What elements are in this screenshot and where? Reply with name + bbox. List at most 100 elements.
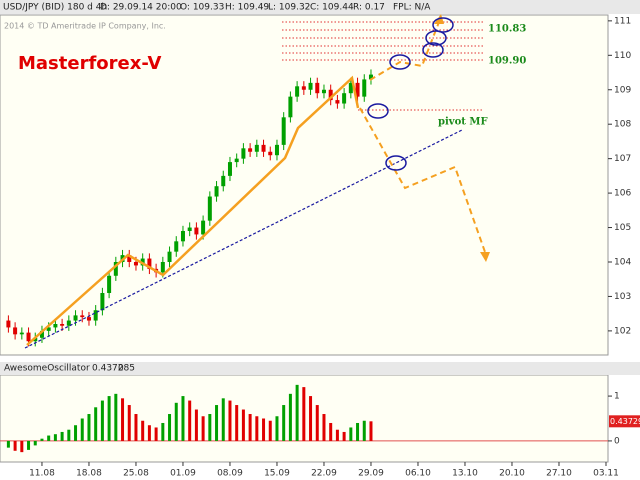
candle-body: [39, 330, 44, 338]
x-tick-label: 22.09: [311, 469, 337, 479]
bar: [161, 422, 165, 441]
fpl: FPL: N/A: [393, 3, 431, 13]
bar: [134, 414, 138, 441]
bar: [302, 387, 306, 441]
bar: [235, 405, 239, 441]
candle-body: [113, 261, 118, 276]
bar: [20, 440, 24, 453]
x-tick-label: 29.09: [358, 469, 384, 479]
bar: [309, 396, 313, 441]
bar: [362, 420, 366, 441]
bar: [40, 438, 44, 441]
y-tick-label: 102: [614, 326, 631, 336]
candle-body: [73, 315, 78, 321]
candle-body: [308, 82, 313, 90]
x-tick-label: 27.10: [546, 469, 572, 479]
low: L: 109.32: [268, 3, 310, 13]
candle-body: [254, 144, 259, 152]
bar: [369, 421, 373, 441]
candle-body: [268, 151, 273, 156]
bar: [154, 427, 158, 441]
plot: 102 103 104 105 106 107 108 109 110 111 0 1 0.43729 1…: [0, 16, 640, 479]
copyright: 2014 © TD Ameritrade IP Company, Inc.: [4, 22, 166, 31]
x-tick-label: 18.08: [76, 469, 102, 479]
candle-body: [261, 144, 266, 152]
y-tick-label: 103: [614, 292, 631, 302]
value-marker-label: 0.43729: [610, 417, 640, 426]
candle-body: [342, 93, 347, 104]
candle-body: [281, 117, 286, 145]
bar: [295, 384, 299, 441]
candle-body: [66, 320, 71, 326]
y-tick-label: 110: [614, 51, 631, 61]
candle-body: [93, 310, 98, 321]
candle-body: [248, 148, 253, 152]
candle-body: [6, 320, 11, 328]
bar: [60, 431, 64, 441]
candle-body: [227, 162, 232, 176]
candle-body: [288, 96, 293, 118]
header: USD/JPY (BID) 180 d 4h D: 29.09.14 20:00…: [3, 3, 431, 13]
candle-body: [221, 175, 226, 187]
bar: [188, 400, 192, 441]
bar: [6, 440, 10, 448]
bar: [322, 414, 326, 441]
bar: [275, 416, 279, 441]
bar: [228, 400, 232, 441]
oscillator-title: AwesomeOscillator: [4, 364, 90, 374]
y-tick-label: 111: [614, 16, 631, 26]
candle-body: [321, 89, 326, 94]
candle-body: [241, 148, 246, 159]
bar: [13, 440, 17, 451]
bar: [127, 405, 131, 441]
bar: [33, 440, 37, 446]
bar: [100, 400, 104, 441]
candle-body: [301, 86, 306, 90]
bar: [329, 422, 333, 441]
bar: [315, 405, 319, 441]
candle-body: [335, 100, 340, 104]
candle-body: [315, 82, 320, 94]
bar: [349, 427, 353, 441]
annotation: 109.90: [488, 56, 526, 67]
bar: [194, 409, 198, 441]
bar: [74, 425, 78, 441]
bar: [335, 429, 339, 441]
bar: [342, 431, 346, 441]
bar: [94, 407, 98, 441]
candle-body: [167, 251, 172, 262]
candle-body: [187, 227, 192, 231]
oscillator-header: [0, 362, 640, 375]
chart-title: Masterforex-V: [18, 53, 162, 74]
x-tick-label: 08.09: [217, 469, 243, 479]
bar: [288, 393, 292, 441]
candle-body: [180, 230, 185, 242]
bar: [114, 393, 118, 441]
bar: [221, 398, 225, 441]
bar: [215, 405, 219, 441]
y-tick-label: 107: [614, 154, 631, 164]
candle-body: [46, 327, 51, 331]
x-tick-label: 20.10: [499, 469, 525, 479]
y-tick-label: 1: [614, 392, 620, 402]
range: R: 0.17: [353, 3, 385, 13]
bar: [141, 420, 145, 441]
y-tick-label: 0: [614, 436, 620, 446]
candle-body: [328, 89, 333, 101]
candle-body: [33, 337, 38, 342]
header-bar: [0, 0, 640, 14]
candle-body: [80, 315, 85, 318]
x-tick-label: 06.10: [405, 469, 431, 479]
y-tick-label: 108: [614, 120, 631, 130]
candle-body: [234, 158, 239, 163]
candle-body: [60, 323, 65, 326]
candle-body: [274, 144, 279, 156]
candle-body: [194, 227, 199, 235]
bar: [255, 416, 259, 441]
bar: [248, 414, 252, 441]
overlay: [24, 14, 490, 349]
candle-body: [147, 258, 152, 269]
bar: [53, 434, 57, 441]
bar: [268, 420, 272, 441]
